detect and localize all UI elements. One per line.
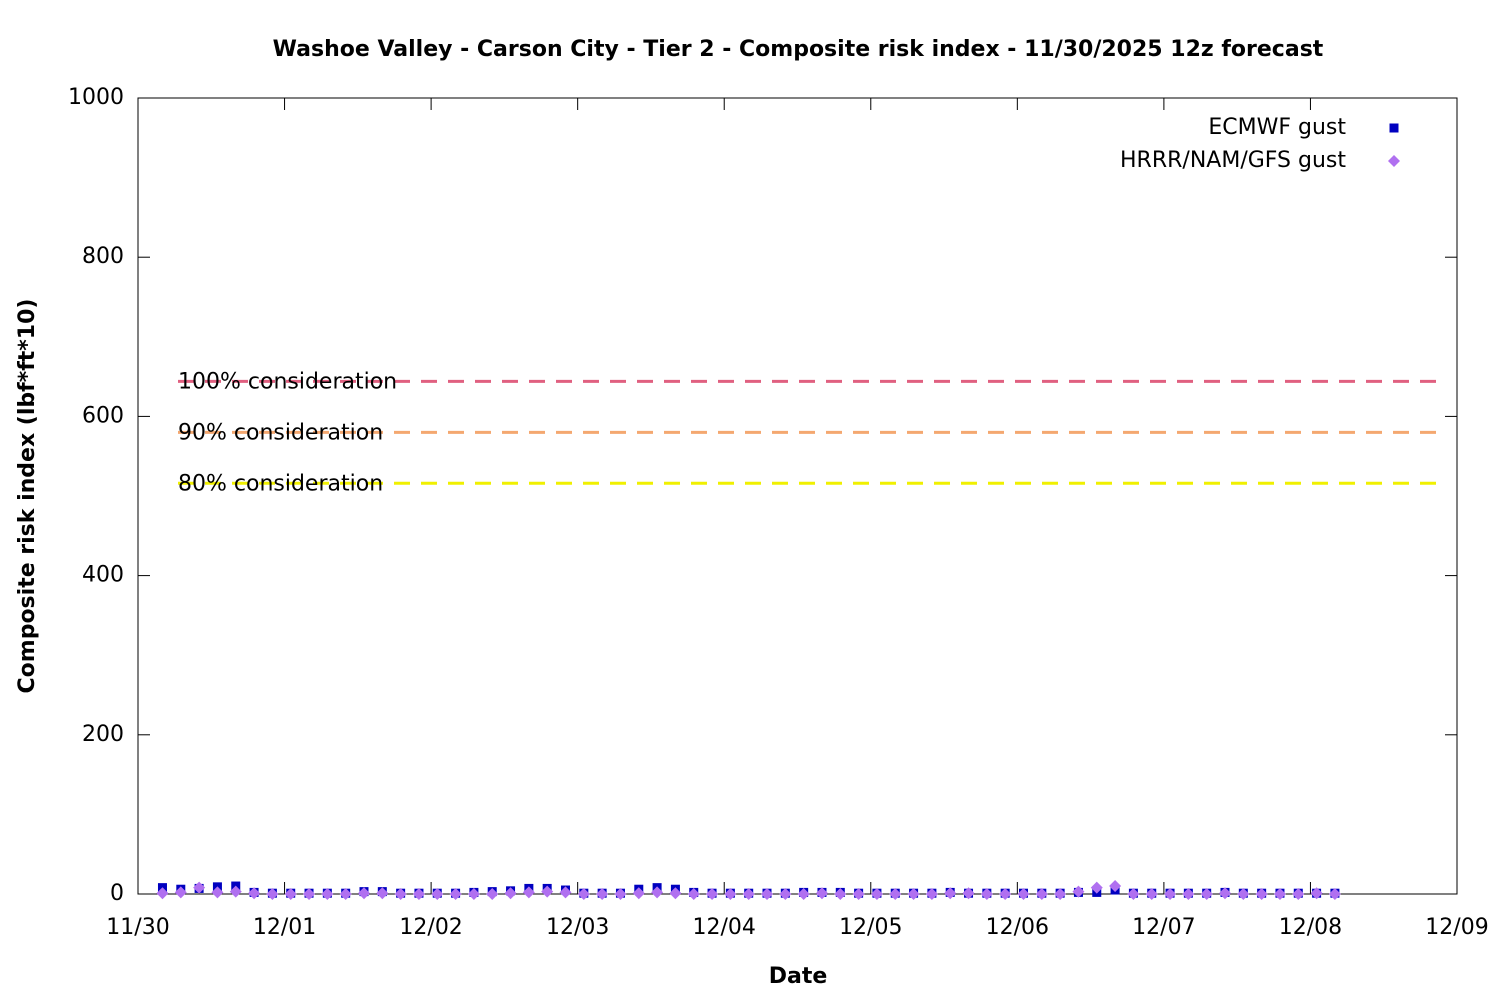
chart-title: Washoe Valley - Carson City - Tier 2 - C…: [273, 37, 1324, 62]
data-point: [1090, 881, 1103, 894]
data-point: [303, 888, 316, 900]
x-tick-label: 12/03: [546, 915, 609, 940]
data-point: [321, 888, 334, 900]
data-point: [834, 888, 847, 900]
y-axis-title: Composite risk index (lbf*ft*10): [15, 299, 40, 694]
data-point: [449, 888, 462, 900]
data-point: [284, 888, 297, 900]
data-point: [925, 888, 938, 900]
data-point: [1035, 888, 1048, 900]
data-point: [614, 888, 627, 900]
data-point: [687, 888, 700, 900]
plot-frame: [137, 97, 1458, 895]
data-point: [1017, 888, 1030, 900]
data-point: [541, 885, 554, 898]
data-point: [706, 888, 719, 900]
data-point: [596, 888, 609, 900]
data-point: [1310, 887, 1323, 900]
x-tick-label: 12/04: [693, 915, 756, 940]
data-point: [229, 885, 242, 898]
x-tick-label: 12/06: [986, 915, 1049, 940]
data-point: [889, 888, 902, 900]
data-point: [1292, 888, 1305, 900]
data-point: [211, 886, 224, 899]
data-point: [431, 888, 444, 900]
data-point: [577, 888, 590, 900]
legend-label: HRRR/NAM/GFS gust: [1120, 148, 1346, 173]
x-tick-label: 12/05: [839, 915, 902, 940]
x-tick-label: 12/07: [1132, 915, 1195, 940]
data-point: [412, 888, 425, 900]
y-tick-label: 0: [110, 881, 124, 906]
data-point: [651, 886, 664, 899]
data-point: [193, 881, 206, 894]
data-point: [467, 888, 480, 900]
data-point: [504, 887, 517, 900]
y-tick-label: 600: [82, 403, 124, 428]
data-point: [1273, 888, 1286, 900]
x-tick-label: 11/30: [106, 915, 169, 940]
data-point: [1072, 885, 1085, 898]
data-point: [870, 888, 883, 900]
y-tick-label: 200: [82, 722, 124, 747]
legend-label: ECMWF gust: [1208, 115, 1346, 140]
reference-label: 90% consideration: [178, 420, 383, 445]
data-point: [980, 888, 993, 900]
data-point: [1219, 887, 1232, 900]
data-point: [852, 888, 865, 900]
data-point: [999, 888, 1012, 900]
x-tick-label: 12/02: [399, 915, 462, 940]
data-point: [174, 886, 187, 899]
data-point: [907, 888, 920, 900]
data-point: [1237, 888, 1250, 900]
data-point: [724, 888, 737, 900]
data-point: [486, 888, 499, 900]
data-point: [632, 887, 645, 900]
data-point: [815, 887, 828, 900]
data-point: [1182, 888, 1195, 900]
data-point: [1255, 888, 1268, 900]
data-point: [522, 886, 535, 899]
legend-marker: [1389, 123, 1399, 133]
data-point: [1200, 888, 1213, 900]
data-point: [797, 888, 810, 900]
y-tick-label: 400: [82, 563, 124, 588]
data-point: [1054, 888, 1067, 900]
data-point: [779, 888, 792, 900]
x-tick-label: 12/01: [253, 915, 316, 940]
reference-label: 100% consideration: [178, 369, 397, 394]
data-point: [944, 887, 957, 900]
y-tick-label: 800: [82, 244, 124, 269]
data-point: [248, 887, 261, 900]
data-point: [376, 887, 389, 900]
data-point: [266, 888, 279, 900]
data-point: [156, 887, 169, 900]
data-point: [1164, 888, 1177, 900]
data-point: [357, 887, 370, 900]
legend-marker: [1388, 155, 1400, 167]
reference-label: 80% consideration: [178, 471, 383, 496]
data-point: [394, 888, 407, 900]
data-point: [1109, 880, 1122, 893]
data-point: [962, 887, 975, 900]
data-point: [1127, 888, 1140, 900]
data-point: [742, 888, 755, 900]
x-tick-label: 12/09: [1425, 915, 1488, 940]
x-axis-title: Date: [769, 964, 828, 989]
data-point: [761, 888, 774, 900]
data-point: [339, 888, 352, 900]
data-point: [669, 887, 682, 900]
y-tick-label: 1000: [68, 85, 124, 110]
data-point: [559, 886, 572, 899]
data-point: [1328, 888, 1341, 900]
x-tick-label: 12/08: [1279, 915, 1342, 940]
data-point: [1145, 888, 1158, 900]
